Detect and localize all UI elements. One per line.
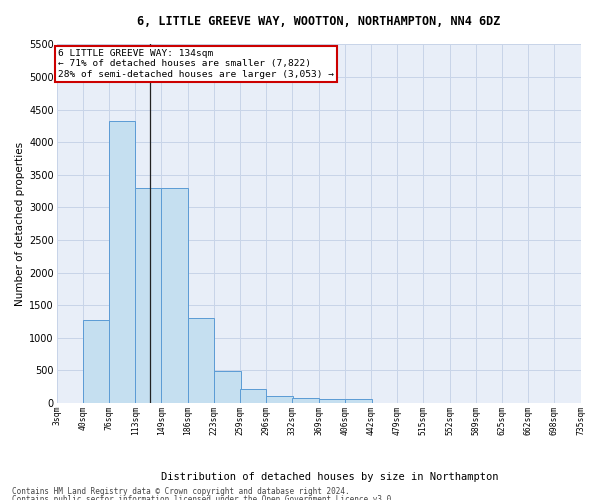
Bar: [83, 320, 110, 403]
Bar: [240, 388, 266, 403]
Text: Distribution of detached houses by size in Northampton: Distribution of detached houses by size …: [161, 472, 499, 482]
Bar: [266, 396, 293, 403]
Title: 6, LITTLE GREEVE WAY, WOOTTON, NORTHAMPTON, NN4 6DZ: 6, LITTLE GREEVE WAY, WOOTTON, NORTHAMPT…: [137, 15, 500, 28]
Bar: [345, 400, 371, 403]
Bar: [109, 120, 136, 403]
Bar: [319, 400, 345, 403]
Bar: [136, 188, 162, 403]
Bar: [188, 318, 214, 403]
Bar: [214, 371, 241, 403]
Text: Contains HM Land Registry data © Crown copyright and database right 2024.: Contains HM Land Registry data © Crown c…: [12, 488, 350, 496]
Bar: [161, 188, 188, 403]
Y-axis label: Number of detached properties: Number of detached properties: [15, 142, 25, 306]
Bar: [292, 398, 319, 403]
Text: 6 LITTLE GREEVE WAY: 134sqm
← 71% of detached houses are smaller (7,822)
28% of : 6 LITTLE GREEVE WAY: 134sqm ← 71% of det…: [58, 49, 334, 79]
Text: Contains public sector information licensed under the Open Government Licence v3: Contains public sector information licen…: [12, 495, 396, 500]
